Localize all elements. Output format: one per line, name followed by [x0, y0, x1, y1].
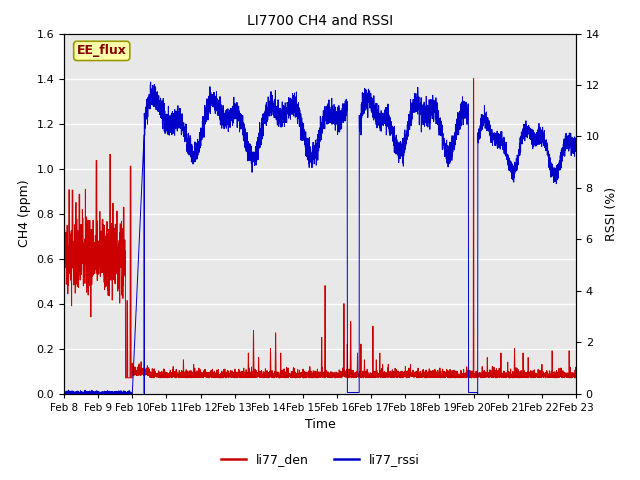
X-axis label: Time: Time [305, 418, 335, 431]
Text: EE_flux: EE_flux [77, 44, 127, 58]
Y-axis label: RSSI (%): RSSI (%) [605, 187, 618, 240]
Title: LI7700 CH4 and RSSI: LI7700 CH4 and RSSI [247, 14, 393, 28]
Y-axis label: CH4 (ppm): CH4 (ppm) [18, 180, 31, 247]
Legend: li77_den, li77_rssi: li77_den, li77_rssi [216, 448, 424, 471]
